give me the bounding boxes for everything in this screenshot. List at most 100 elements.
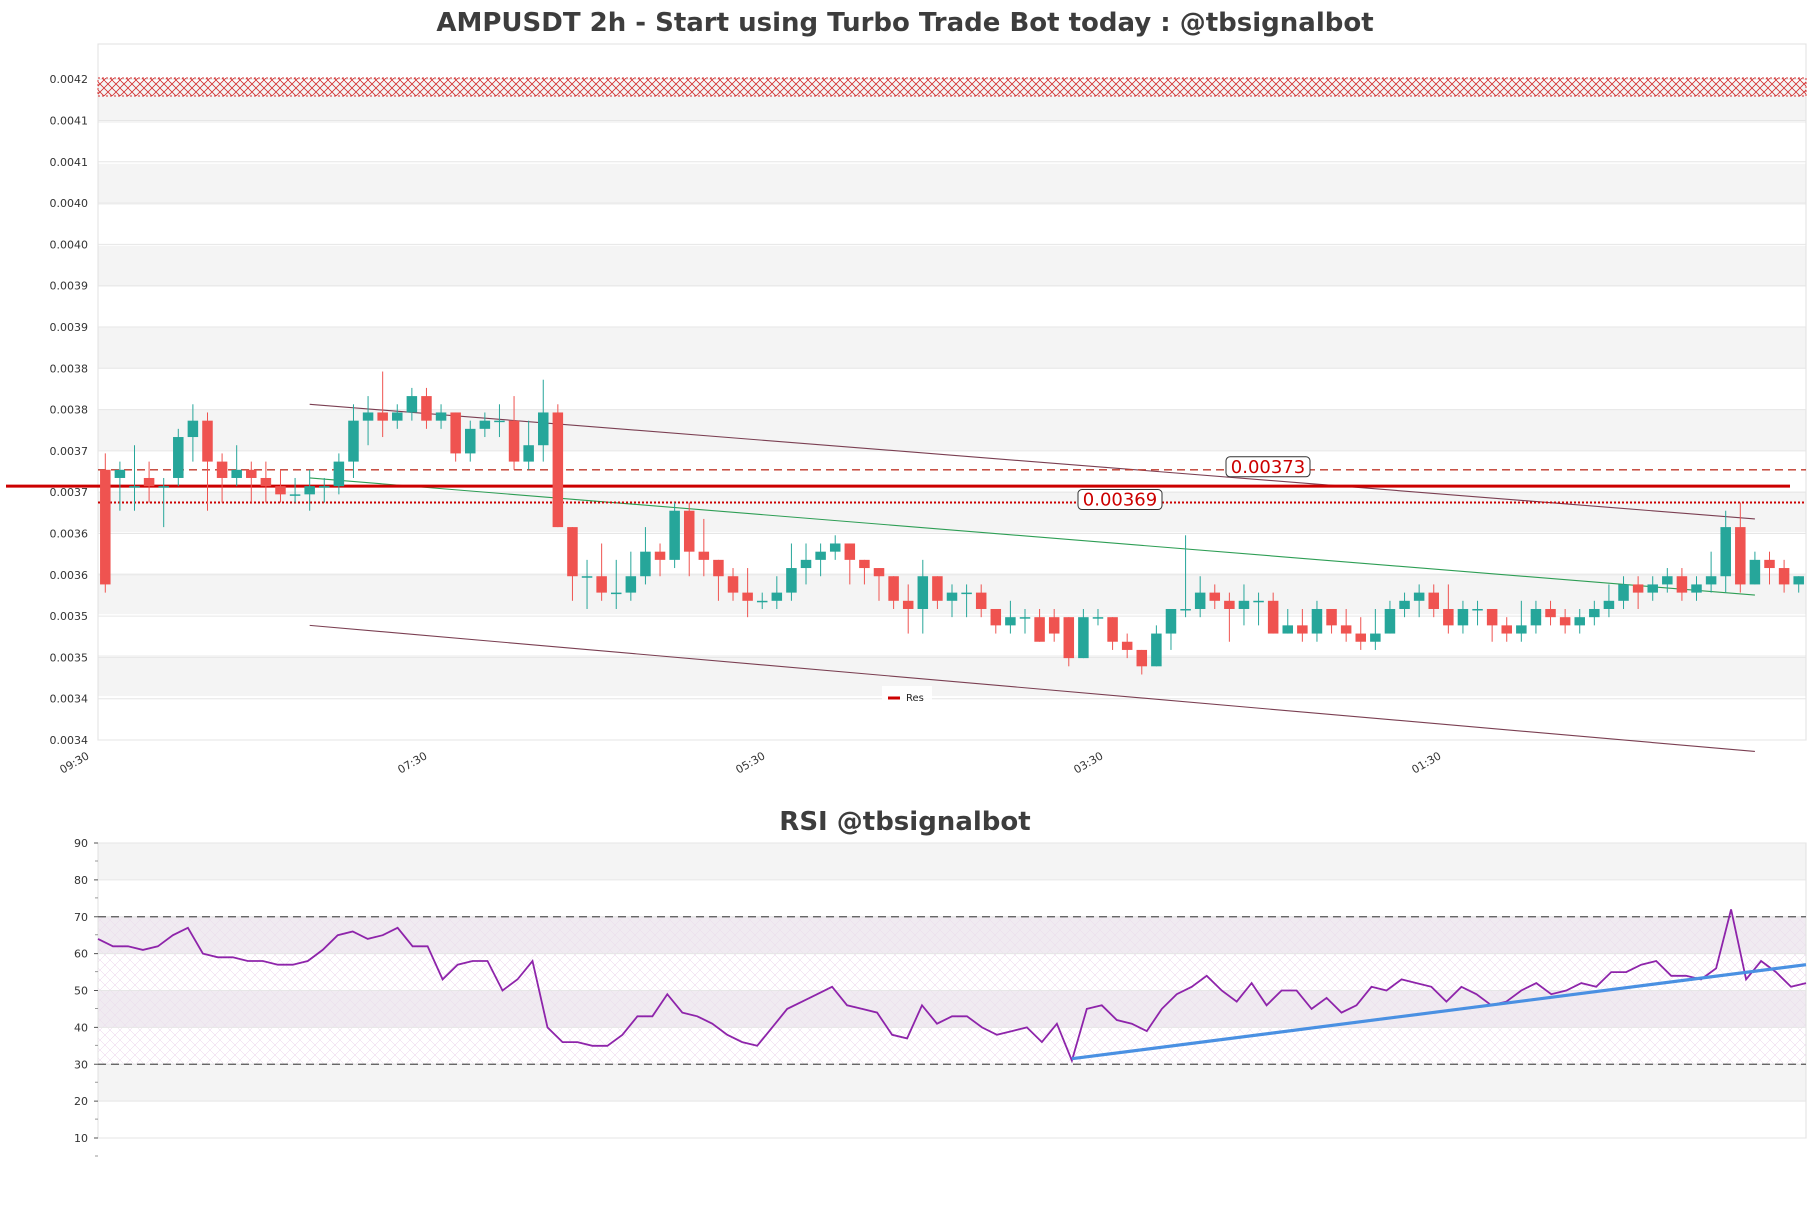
candle-body (1793, 576, 1804, 585)
candle (567, 527, 578, 601)
candle-body (946, 592, 958, 601)
candle-body (1676, 576, 1688, 593)
candle (479, 412, 491, 438)
candle-body (173, 437, 184, 478)
rsi-y-tick-label: 30 (74, 1058, 88, 1071)
candle (1078, 608, 1089, 659)
candle (1034, 608, 1045, 642)
candle (508, 396, 520, 470)
candlestick-chart: 0.0034 0.0034 0.0035 0.0035 0.0036 0.0036 0.00… (6, 43, 1807, 776)
rsi-y-tick-label: 40 (74, 1021, 88, 1034)
candle-body (1662, 576, 1673, 585)
candle (625, 551, 637, 601)
candle (1019, 608, 1031, 634)
candle-body (1151, 633, 1162, 667)
main-chart-title: AMPUSDT 2h - Start using Turbo Trade Bot… (436, 8, 1373, 38)
candle-body (537, 412, 549, 446)
candle-body (1559, 617, 1571, 626)
candle-body (1764, 559, 1775, 569)
level-label: 0.00373 (1231, 457, 1305, 478)
level-label: 0.00369 (1083, 490, 1157, 511)
candle-body (771, 592, 783, 601)
candle (786, 543, 797, 601)
rsi-y-tick-label: 20 (74, 1095, 88, 1108)
candle-body (362, 412, 374, 421)
candle (932, 576, 943, 609)
candle-body (1253, 600, 1264, 603)
candle-body (567, 527, 578, 577)
y-tick-label: 0.0041 (50, 156, 89, 169)
candle-body (1530, 608, 1542, 626)
candle (275, 469, 286, 503)
rsi-y-tick-label: 90 (74, 837, 88, 850)
rsi-grid-band (98, 1064, 1806, 1102)
candle-body (815, 551, 826, 560)
candle-body (231, 469, 242, 478)
y-tick-label: 0.0036 (50, 569, 89, 582)
candle (1267, 592, 1279, 634)
candle (1048, 608, 1060, 642)
candle-body (304, 486, 315, 495)
rsi-y-tick-label: 60 (74, 948, 88, 961)
candle (1472, 600, 1483, 626)
candle-body (289, 494, 301, 496)
candle (1574, 608, 1585, 634)
candle-body (581, 576, 593, 578)
candle (669, 502, 680, 569)
candle-body (829, 543, 841, 552)
rsi-y-tick-label: 80 (74, 874, 88, 887)
candle-body (1691, 584, 1702, 593)
candle-body (1749, 559, 1761, 585)
candle-body (1311, 608, 1323, 634)
candle (1516, 600, 1527, 642)
candle (596, 543, 607, 601)
candle (1705, 551, 1717, 593)
candle (246, 461, 257, 503)
candle-body (202, 420, 213, 462)
candle-body (990, 608, 1002, 626)
candle-body (1399, 600, 1410, 609)
candle (1618, 576, 1629, 609)
candle (1063, 617, 1075, 667)
candle-body (100, 469, 111, 585)
y-tick-label: 0.0036 (50, 528, 89, 541)
candle (1457, 600, 1469, 634)
y-tick-label: 0.0035 (50, 651, 89, 664)
candle-body (1778, 568, 1790, 585)
candle-body (1297, 625, 1308, 634)
plot-frame (97, 43, 1807, 741)
y-tick-label: 0.0041 (50, 115, 89, 128)
rsi-mid-band (98, 990, 1806, 1028)
candle (406, 387, 418, 421)
grid-band (98, 327, 1806, 369)
candle-body (1632, 584, 1644, 593)
resistance-zone (97, 77, 1807, 97)
candle (187, 404, 199, 462)
grid-band (98, 163, 1806, 205)
candle (1413, 584, 1425, 618)
candle-body (1267, 600, 1279, 634)
level-label-box (1077, 489, 1163, 511)
candle-body (1428, 592, 1439, 609)
x-tick-label: 07:30 (396, 749, 430, 776)
candle (1121, 633, 1133, 659)
legend-label-res: Res (906, 693, 924, 704)
x-tick-label: 05:30 (734, 749, 768, 776)
candle-body (917, 576, 929, 609)
candle (1691, 576, 1702, 601)
candle (421, 387, 432, 429)
candle-body (246, 469, 257, 478)
candle-body (1194, 592, 1206, 609)
candle (683, 502, 695, 577)
candle-body (1048, 617, 1060, 634)
candle-body (975, 592, 987, 609)
candle-body (1121, 641, 1133, 650)
candle-body (465, 428, 476, 454)
candle-body (610, 592, 622, 595)
candle-body (698, 551, 710, 560)
candle-body (187, 420, 199, 438)
candle-body (1165, 608, 1177, 634)
candle (1501, 617, 1512, 642)
